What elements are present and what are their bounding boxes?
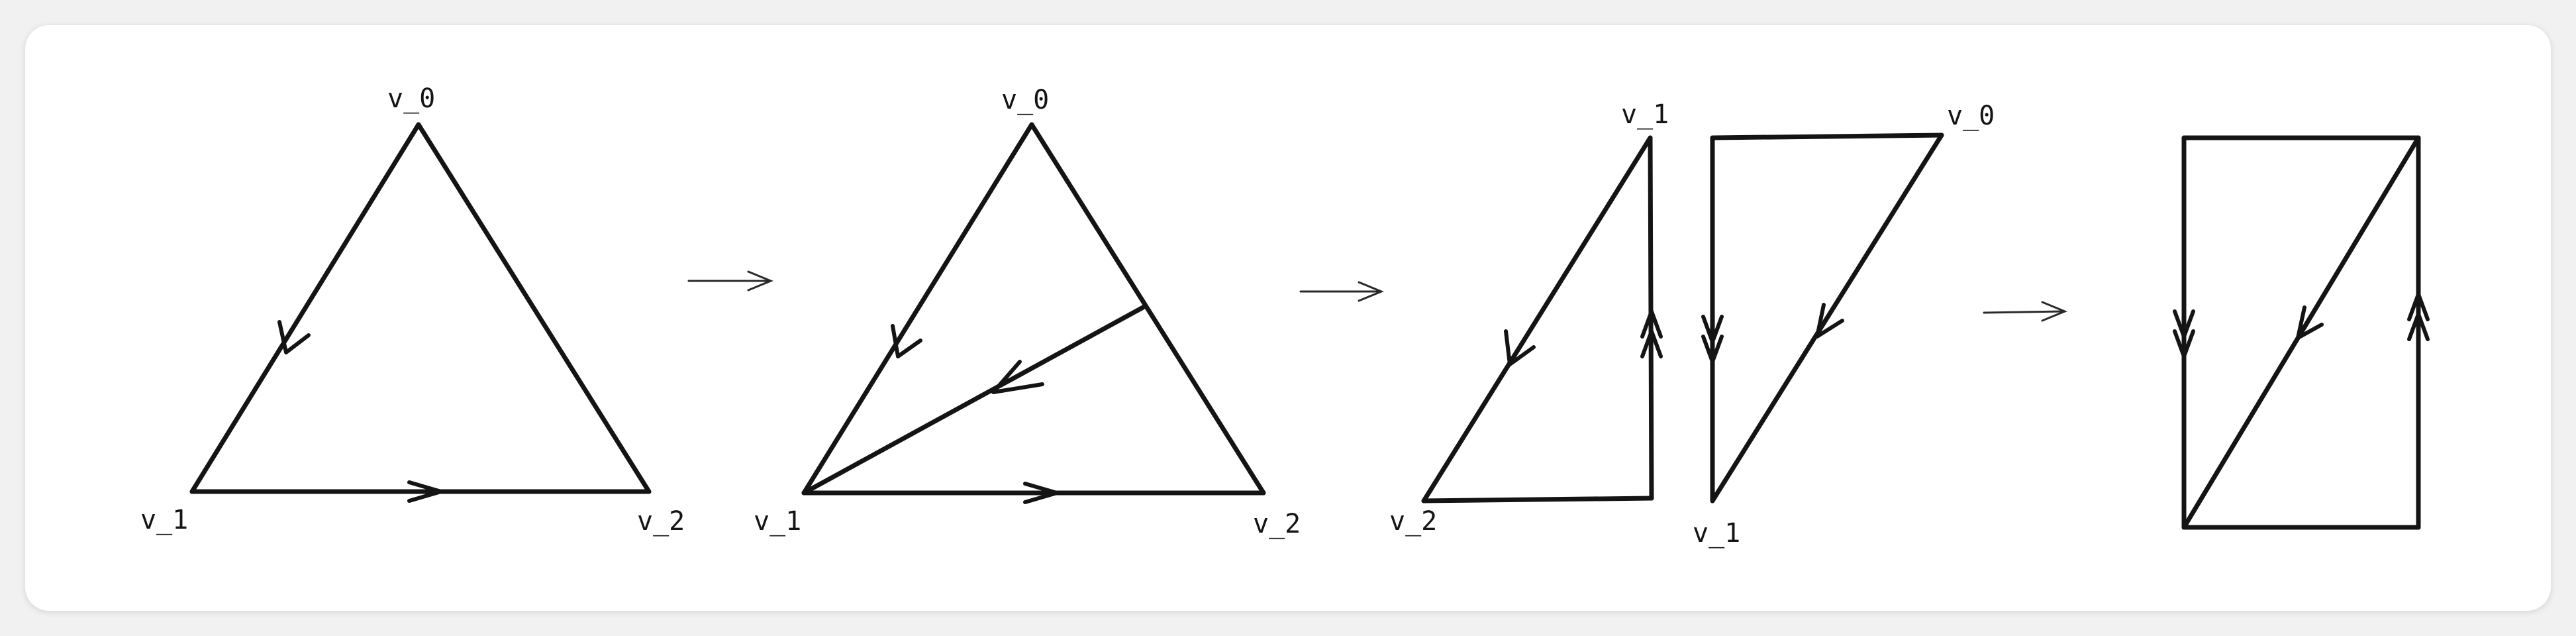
arrow-diagonal	[2296, 305, 2324, 340]
step-arrow-1	[687, 270, 773, 292]
arrow-up-1	[1640, 309, 1663, 339]
label-v1: v_1	[140, 505, 188, 535]
arrow-v0-v1	[277, 320, 311, 354]
panel-3-right-triangle: v_0 v_1	[1693, 101, 1995, 549]
arrow-v1-v2	[407, 480, 443, 503]
edge-v0-v2	[1029, 122, 1266, 496]
edge-top	[1710, 132, 1944, 140]
label-v1: v_1	[1693, 518, 1740, 549]
arrow-up-2	[1640, 329, 1663, 358]
panel-3-left-triangle: v_1 v_2	[1389, 99, 1669, 537]
arrow-right-up-1	[2407, 292, 2430, 321]
label-v0: v_0	[1947, 101, 1995, 131]
label-v2: v_2	[1389, 506, 1437, 537]
edge-v0-v1	[189, 122, 421, 494]
label-v1: v_1	[754, 506, 801, 537]
arrow-v1-v2	[1023, 482, 1059, 504]
label-v0: v_0	[387, 83, 435, 114]
edge-v0-v1	[801, 122, 1034, 496]
panel-1-triangle: v_0 v_1 v_2	[140, 83, 685, 537]
edge-v0-v2	[416, 122, 652, 494]
label-v2: v_2	[637, 506, 685, 537]
arrow-left-down-1	[2173, 309, 2195, 339]
label-v0: v_0	[1001, 85, 1049, 115]
arrow-right-up-2	[2407, 312, 2430, 341]
arrow-cut	[991, 360, 1044, 394]
edge-cut	[801, 305, 1146, 496]
arrow-down-2	[1701, 335, 1724, 364]
edge-diagonal	[2181, 135, 2421, 530]
panel-2-cut-triangle: v_0 v_1 v_2	[754, 85, 1301, 539]
arrow-v0-v1	[1815, 303, 1844, 339]
arrow-down-1	[1701, 315, 1724, 344]
diagram-card	[25, 25, 2551, 611]
step-arrow-2	[1299, 281, 1384, 302]
label-v2: v_2	[1253, 509, 1301, 539]
edge-v0-v1	[1710, 132, 1944, 504]
arrow-v1-v2	[1504, 329, 1536, 366]
edge-v2-corner	[1421, 496, 1654, 504]
arrow-v0-v1	[891, 324, 922, 358]
panel-4-rectangle	[2173, 135, 2430, 530]
edge-v1-v2	[1421, 135, 1653, 504]
step-arrow-3	[1983, 301, 2067, 322]
arrow-left-down-2	[2173, 329, 2195, 358]
label-v1: v_1	[1621, 99, 1669, 130]
